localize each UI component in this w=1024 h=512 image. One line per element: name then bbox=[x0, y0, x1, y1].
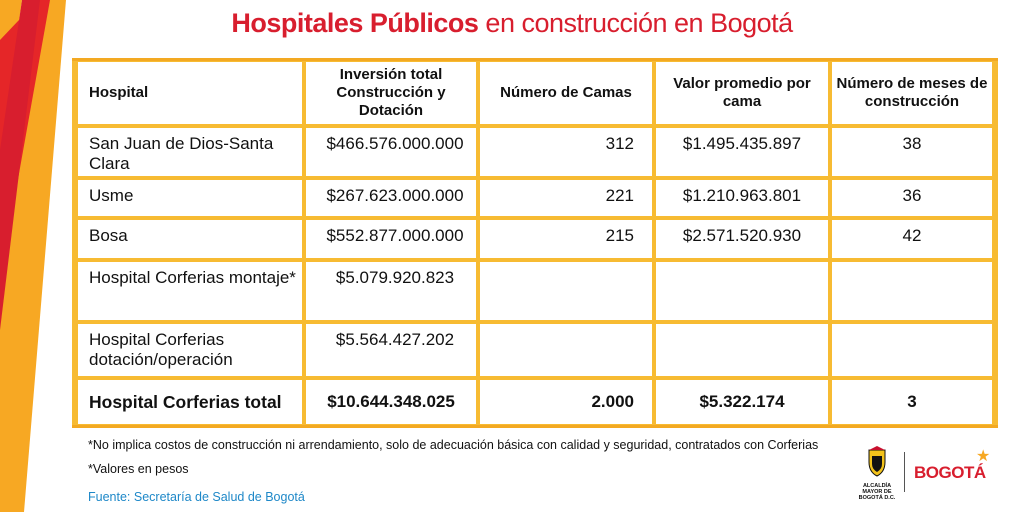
title-bold: Hospitales Públicos bbox=[231, 8, 479, 38]
table-row-2-hospital: Usme bbox=[78, 180, 302, 216]
table-row-5-inversion: $5.564.427.202 bbox=[306, 324, 476, 376]
table-total-camas: 2.000 bbox=[480, 380, 652, 424]
table-row-2-inversion: $267.623.000.000 bbox=[306, 180, 476, 216]
header-camas: Número de Camas bbox=[480, 62, 652, 124]
table-row-4-camas bbox=[480, 262, 652, 320]
table-row-2-meses: 36 bbox=[832, 180, 992, 216]
table-row-1-valor: $1.495.435.897 bbox=[656, 128, 828, 176]
corner-stripes-decoration bbox=[0, 0, 66, 512]
page-title: Hospitales Públicos en construcción en B… bbox=[0, 8, 1024, 39]
table-row-4-hospital: Hospital Corferias montaje* bbox=[78, 262, 302, 320]
table-row-5-meses bbox=[832, 324, 992, 376]
header-valor: Valor promedio por cama bbox=[656, 62, 828, 124]
table-row-5-camas bbox=[480, 324, 652, 376]
logo-divider bbox=[904, 452, 905, 492]
table-row-3-valor: $2.571.520.930 bbox=[656, 220, 828, 258]
footnote-costs: *No implica costos de construcción ni ar… bbox=[88, 438, 819, 452]
table-total-inversion: $10.644.348.025 bbox=[306, 380, 476, 424]
alcaldia-logo: ALCALDÍA MAYOR DE BOGOTÁ D.C. bbox=[858, 446, 896, 501]
table-row-2-camas: 221 bbox=[480, 180, 652, 216]
table-row-4-valor bbox=[656, 262, 828, 320]
hospitals-table: Hospital Inversión total Construcción y … bbox=[72, 58, 998, 428]
table-row-1-camas: 312 bbox=[480, 128, 652, 176]
title-rest: en construcción en Bogotá bbox=[478, 8, 793, 38]
alcaldia-caption: ALCALDÍA MAYOR DE BOGOTÁ D.C. bbox=[858, 483, 896, 501]
bogota-logo-text: BOGOTÁ bbox=[914, 463, 986, 482]
coat-of-arms-icon bbox=[868, 446, 886, 477]
table-row-3-inversion: $552.877.000.000 bbox=[306, 220, 476, 258]
table-row-3-hospital: Bosa bbox=[78, 220, 302, 258]
table-row-5-valor bbox=[656, 324, 828, 376]
table-row-1-inversion: $466.576.000.000 bbox=[306, 128, 476, 176]
source-credit: Fuente: Secretaría de Salud de Bogotá bbox=[88, 490, 305, 504]
header-meses: Número de meses de construcción bbox=[832, 62, 992, 124]
table-row-4-inversion: $5.079.920.823 bbox=[306, 262, 476, 320]
table-row-1-meses: 38 bbox=[832, 128, 992, 176]
table-row-1-hospital: San Juan de Dios-Santa Clara bbox=[78, 128, 302, 176]
table-row-5-hospital: Hospital Corferias dotación/operación bbox=[78, 324, 302, 376]
logos-block: ALCALDÍA MAYOR DE BOGOTÁ D.C. BOGOTÁ ★ bbox=[858, 446, 998, 501]
table-total-valor: $5.322.174 bbox=[656, 380, 828, 424]
footnote-currency: *Valores en pesos bbox=[88, 462, 189, 476]
star-icon: ★ bbox=[976, 448, 991, 465]
header-inversion: Inversión total Construcción y Dotación bbox=[306, 62, 476, 124]
table-row-3-camas: 215 bbox=[480, 220, 652, 258]
table-row-3-meses: 42 bbox=[832, 220, 992, 258]
table-total-hospital: Hospital Corferias total bbox=[78, 380, 302, 424]
table-row-4-meses bbox=[832, 262, 992, 320]
header-hospital: Hospital bbox=[78, 62, 302, 124]
table-row-2-valor: $1.210.963.801 bbox=[656, 180, 828, 216]
table-total-meses: 3 bbox=[832, 380, 992, 424]
